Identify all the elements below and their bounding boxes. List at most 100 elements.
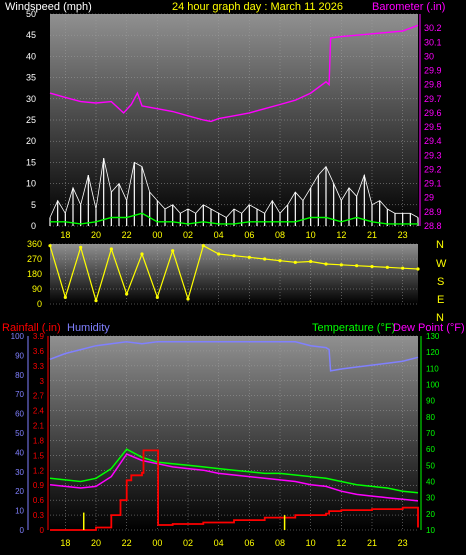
temp-ytick-100: 100 bbox=[426, 381, 440, 390]
wind-xtick-12: 12 bbox=[336, 230, 346, 240]
baro-ytick-30: 30 bbox=[424, 51, 434, 61]
baro-ytick-29.1: 29.1 bbox=[424, 179, 442, 189]
wind-direction-segment bbox=[203, 245, 219, 255]
baro-ytick-29.3: 29.3 bbox=[424, 150, 442, 160]
wind-direction-segment bbox=[156, 250, 174, 298]
baro-ytick-29: 29 bbox=[424, 193, 434, 203]
wind-xtick-23: 23 bbox=[398, 230, 408, 240]
wind-ytick-40: 40 bbox=[26, 51, 36, 61]
climate-xtick-02: 02 bbox=[183, 538, 193, 548]
dir-ytick-180: 180 bbox=[27, 269, 42, 279]
temperature-line bbox=[49, 448, 419, 494]
climate-xtick-08: 08 bbox=[275, 538, 285, 548]
rain-ytick-1.8: 1.8 bbox=[33, 436, 45, 445]
wind-ytick-0: 0 bbox=[31, 221, 36, 231]
temp-ytick-50: 50 bbox=[426, 461, 435, 470]
temp-ytick-40: 40 bbox=[426, 478, 435, 487]
humidity-ytick-80: 80 bbox=[15, 371, 24, 380]
wind-ytick-45: 45 bbox=[26, 30, 36, 40]
baro-ytick-29.9: 29.9 bbox=[424, 66, 442, 76]
baro-ytick-29.7: 29.7 bbox=[424, 94, 442, 104]
temp-ytick-20: 20 bbox=[426, 510, 435, 519]
wind-xtick-00: 00 bbox=[152, 230, 162, 240]
dewpoint-axis-label: Dew Point (°F) bbox=[393, 322, 465, 334]
wind-ytick-15: 15 bbox=[26, 157, 36, 167]
wind-xtick-02: 02 bbox=[183, 230, 193, 240]
climate-xtick-20: 20 bbox=[91, 538, 101, 548]
temp-ytick-90: 90 bbox=[426, 397, 435, 406]
humidity-ytick-100: 100 bbox=[11, 332, 25, 341]
baro-ytick-30.2: 30.2 bbox=[424, 23, 442, 33]
dir-ytick-360: 360 bbox=[27, 239, 42, 249]
humidity-ytick-40: 40 bbox=[15, 448, 24, 457]
windspeed-header-label: Windspeed (mph) bbox=[5, 1, 92, 13]
wind-xtick-18: 18 bbox=[60, 230, 70, 240]
wind-ytick-10: 10 bbox=[26, 179, 36, 189]
climate-xtick-10: 10 bbox=[306, 538, 316, 548]
temp-ytick-10: 10 bbox=[426, 526, 435, 535]
barometer-header-label: Barometer (.in) bbox=[372, 1, 445, 13]
wind-ytick-30: 30 bbox=[26, 94, 36, 104]
temp-ytick-80: 80 bbox=[426, 413, 435, 422]
direction-label-s: S bbox=[437, 276, 444, 288]
baro-ytick-29.5: 29.5 bbox=[424, 122, 442, 132]
wind-direction-segment bbox=[402, 267, 419, 270]
temp-ytick-110: 110 bbox=[426, 364, 439, 373]
wind-direction-segment bbox=[295, 260, 311, 263]
humidity-ytick-20: 20 bbox=[15, 487, 24, 496]
rain-ytick-0.9: 0.9 bbox=[33, 481, 45, 490]
rain-ytick-2.7: 2.7 bbox=[33, 392, 45, 401]
wind-xtick-21: 21 bbox=[367, 230, 377, 240]
rain-ytick-2.1: 2.1 bbox=[33, 422, 45, 431]
wind-direction-segment bbox=[325, 263, 342, 266]
chart-title: 24 hour graph day : March 11 2026 bbox=[172, 1, 343, 13]
climate-xtick-06: 06 bbox=[244, 538, 254, 548]
wind-direction-segment bbox=[249, 256, 265, 260]
climate-xtick-00: 00 bbox=[152, 538, 162, 548]
wind-direction-segment bbox=[141, 253, 158, 298]
temp-ytick-130: 130 bbox=[426, 332, 440, 341]
climate-xtick-21: 21 bbox=[367, 538, 377, 548]
humidity-ytick-30: 30 bbox=[15, 468, 24, 477]
direction-label-n-top: N bbox=[436, 239, 444, 251]
climate-xtick-22: 22 bbox=[122, 538, 132, 548]
climate-xtick-23: 23 bbox=[398, 538, 408, 548]
wind-ytick-20: 20 bbox=[26, 136, 36, 146]
dewpoint-line bbox=[49, 453, 419, 502]
wind-direction-segment bbox=[64, 247, 82, 298]
temperature-axis-label: Temperature (°F) bbox=[312, 322, 395, 334]
rainfall-line bbox=[50, 449, 419, 531]
dir-ytick-270: 270 bbox=[27, 254, 42, 264]
wind-direction-segment bbox=[172, 250, 189, 300]
baro-ytick-29.6: 29.6 bbox=[424, 108, 442, 118]
wind-xtick-20: 20 bbox=[91, 230, 101, 240]
wind-ytick-5: 5 bbox=[31, 200, 36, 210]
wind-xtick-08: 08 bbox=[275, 230, 285, 240]
wind-direction-segment bbox=[310, 260, 327, 265]
rain-ytick-3: 3 bbox=[40, 377, 45, 386]
baro-ytick-29.4: 29.4 bbox=[424, 136, 442, 146]
wind-direction-segment bbox=[95, 248, 112, 301]
wind-direction-segment bbox=[126, 253, 143, 295]
rain-ytick-0: 0 bbox=[40, 526, 45, 535]
humidity-ytick-50: 50 bbox=[15, 429, 24, 438]
direction-label-w: W bbox=[436, 258, 447, 270]
wind-xtick-04: 04 bbox=[214, 230, 224, 240]
temp-ytick-60: 60 bbox=[426, 445, 435, 454]
wind-gust-line bbox=[49, 158, 419, 219]
dir-ytick-0: 0 bbox=[37, 299, 42, 309]
wind-direction-segment bbox=[356, 265, 373, 268]
wind-xtick-22: 22 bbox=[122, 230, 132, 240]
rain-ytick-1.5: 1.5 bbox=[33, 451, 45, 460]
rain-ytick-3.6: 3.6 bbox=[33, 347, 45, 356]
wind-direction-segment bbox=[110, 248, 128, 295]
baro-ytick-28.9: 28.9 bbox=[424, 207, 442, 217]
wind-direction-segment bbox=[371, 265, 388, 268]
wind-direction-segment bbox=[387, 266, 403, 269]
temp-ytick-70: 70 bbox=[426, 429, 435, 438]
temp-ytick-120: 120 bbox=[426, 348, 440, 357]
humidity-ytick-0: 0 bbox=[20, 526, 25, 535]
wind-average-line bbox=[50, 212, 418, 225]
rain-ytick-0.6: 0.6 bbox=[33, 496, 45, 505]
